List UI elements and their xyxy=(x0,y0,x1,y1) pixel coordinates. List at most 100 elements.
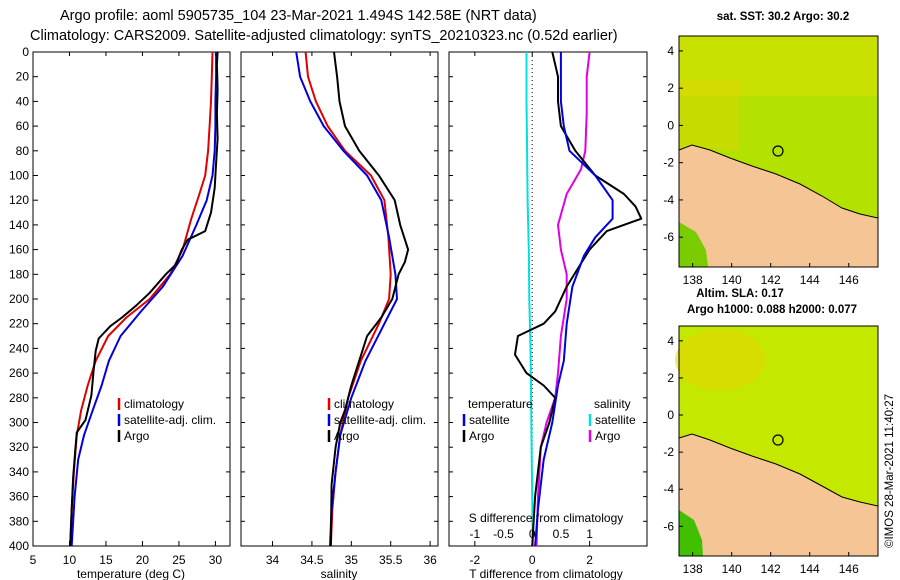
legend-label-argo: Argo xyxy=(124,429,150,443)
salinity-axes: 34 34.5 35 35.5 36 xyxy=(241,51,438,567)
temperature-xlabel: temperature (deg C) xyxy=(77,567,185,580)
x-tick-label: 25 xyxy=(172,553,186,567)
map-lon-label: 146 xyxy=(839,273,859,287)
map-lat-label: -4 xyxy=(663,482,674,496)
sla-map-title-line2: Argo h1000: 0.088 h2000: 0.077 xyxy=(687,304,857,316)
depth-tick-label: 260 xyxy=(9,366,29,380)
depth-tick-label: 340 xyxy=(9,465,29,479)
depth-axis: 0 20 40 60 80 100 120 140 160 180 200 220 240 260 280 3… xyxy=(9,45,38,553)
top-x-tick-label: 0.5 xyxy=(553,527,570,541)
temperature-axes: 5 10 15 20 25 30 xyxy=(30,51,230,567)
header-line1: Argo profile: aoml 5905735_104 23-Mar-20… xyxy=(60,8,537,24)
sla-map xyxy=(675,325,879,557)
depth-tick-label: 20 xyxy=(16,70,30,84)
sla-map-ticks: 138 140 142 144 146 4 2 0 -2 -4 -6 xyxy=(663,334,859,576)
legend-label-argo: Argo xyxy=(334,429,360,443)
depth-tick-label: 60 xyxy=(16,119,30,133)
map-lat-label: -6 xyxy=(663,519,674,533)
imos-watermark: ©IMOS 28-Mar-2021 11:40:27 xyxy=(884,394,896,548)
sst-map-warm-band xyxy=(679,36,878,96)
series-line-satellite-adj-clim- xyxy=(70,52,218,546)
map-lat-label: 4 xyxy=(667,44,674,58)
salinity-plot-frame xyxy=(240,51,439,547)
map-lat-label: -2 xyxy=(663,445,674,459)
sla-map-southwest-sea xyxy=(679,510,703,556)
map-lat-label: 4 xyxy=(667,334,674,348)
x-tick-label: 30 xyxy=(209,553,223,567)
map-lon-label: 144 xyxy=(800,273,820,287)
x-tick-label: 34.5 xyxy=(300,553,324,567)
sst-map-title: sat. SST: 30.2 Argo: 30.2 xyxy=(717,11,850,23)
series-line-t-satellite-adj xyxy=(534,52,614,546)
depth-tick-label: 0 xyxy=(22,45,29,59)
map-lon-label: 142 xyxy=(761,273,781,287)
map-lon-label: 140 xyxy=(722,273,742,287)
x-tick-label: 20 xyxy=(136,553,150,567)
series-line-climatology xyxy=(304,52,392,546)
depth-tick-label: 400 xyxy=(9,539,29,553)
x-tick-label: 35 xyxy=(345,553,359,567)
legend-label-climatology: climatology xyxy=(334,397,394,411)
depth-tick-label: 40 xyxy=(16,94,30,108)
depth-tick-label: 100 xyxy=(9,169,29,183)
salinity-series xyxy=(295,52,410,546)
sst-map xyxy=(678,35,879,268)
series-line-argo xyxy=(69,52,219,546)
legend-label-s-argo: Argo xyxy=(595,429,621,443)
map-lon-label: 142 xyxy=(761,562,781,576)
sst-map-warm-patch xyxy=(679,80,739,150)
map-lat-label: -2 xyxy=(663,156,674,170)
map-lat-label: 0 xyxy=(667,408,674,422)
x-tick-label: 5 xyxy=(30,553,37,567)
depth-tick-label: 320 xyxy=(9,440,29,454)
difference-series xyxy=(514,52,643,546)
legend-label-s-satellite: satellite xyxy=(595,413,636,427)
map-lon-label: 138 xyxy=(683,273,703,287)
map-lat-label: 2 xyxy=(667,371,674,385)
depth-tick-label: 180 xyxy=(9,267,29,281)
sst-map-frame xyxy=(678,35,879,268)
depth-tick-label: 80 xyxy=(16,144,30,158)
map-lat-label: 2 xyxy=(667,81,674,95)
temperature-plot-frame xyxy=(32,51,231,547)
x-tick-label: -2 xyxy=(469,553,480,567)
temperature-legend: climatology satellite-adj. clim. Argo xyxy=(117,397,216,443)
x-tick-label: 0 xyxy=(529,553,536,567)
map-lat-label: -6 xyxy=(663,230,674,244)
x-tick-label: 10 xyxy=(63,553,77,567)
legend-title-salinity: salinity xyxy=(594,397,631,411)
difference-plot-frame xyxy=(448,51,648,547)
sst-map-ticks: 138 140 142 144 146 4 2 0 -2 -4 -6 xyxy=(663,44,859,287)
x-tick-label: 2 xyxy=(586,553,593,567)
sla-argo-location-marker xyxy=(772,434,784,446)
series-line-climatology xyxy=(69,52,214,546)
difference-axes: -2 0 2-1 -0.5 0 0.5 1 xyxy=(449,51,647,567)
difference-top-axis-label: S difference from climatology xyxy=(469,511,624,525)
map-lat-label: 0 xyxy=(667,118,674,132)
depth-tick-label: 220 xyxy=(9,317,29,331)
depth-tick-label: 300 xyxy=(9,416,29,430)
map-lon-label: 146 xyxy=(839,562,859,576)
legend-label-t-argo: Argo xyxy=(469,429,495,443)
sla-map-frame xyxy=(678,325,879,557)
temperature-series xyxy=(69,52,219,546)
depth-tick-label: 240 xyxy=(9,341,29,355)
depth-tick-label: 380 xyxy=(9,514,29,528)
series-line-satellite-adj-clim- xyxy=(295,52,398,546)
series-line-t-argo xyxy=(514,52,643,546)
sst-map-southwest-sea xyxy=(679,222,708,267)
map-lon-label: 138 xyxy=(683,562,703,576)
header-line2: Climatology: CARS2009. Satellite-adjuste… xyxy=(30,28,618,44)
x-tick-label: 35.5 xyxy=(379,553,403,567)
depth-tick-label: 280 xyxy=(9,391,29,405)
top-x-tick-label: -1 xyxy=(469,527,480,541)
map-lon-label: 140 xyxy=(722,562,742,576)
depth-tick-label: 360 xyxy=(9,490,29,504)
series-line-s-satellite xyxy=(535,52,591,546)
salinity-xlabel: salinity xyxy=(321,567,358,580)
legend-title-temperature: temperature xyxy=(468,397,533,411)
top-x-tick-label: 1 xyxy=(586,527,593,541)
salinity-legend: climatology satellite-adj. clim. Argo xyxy=(327,397,426,443)
legend-label-climatology: climatology xyxy=(124,397,184,411)
